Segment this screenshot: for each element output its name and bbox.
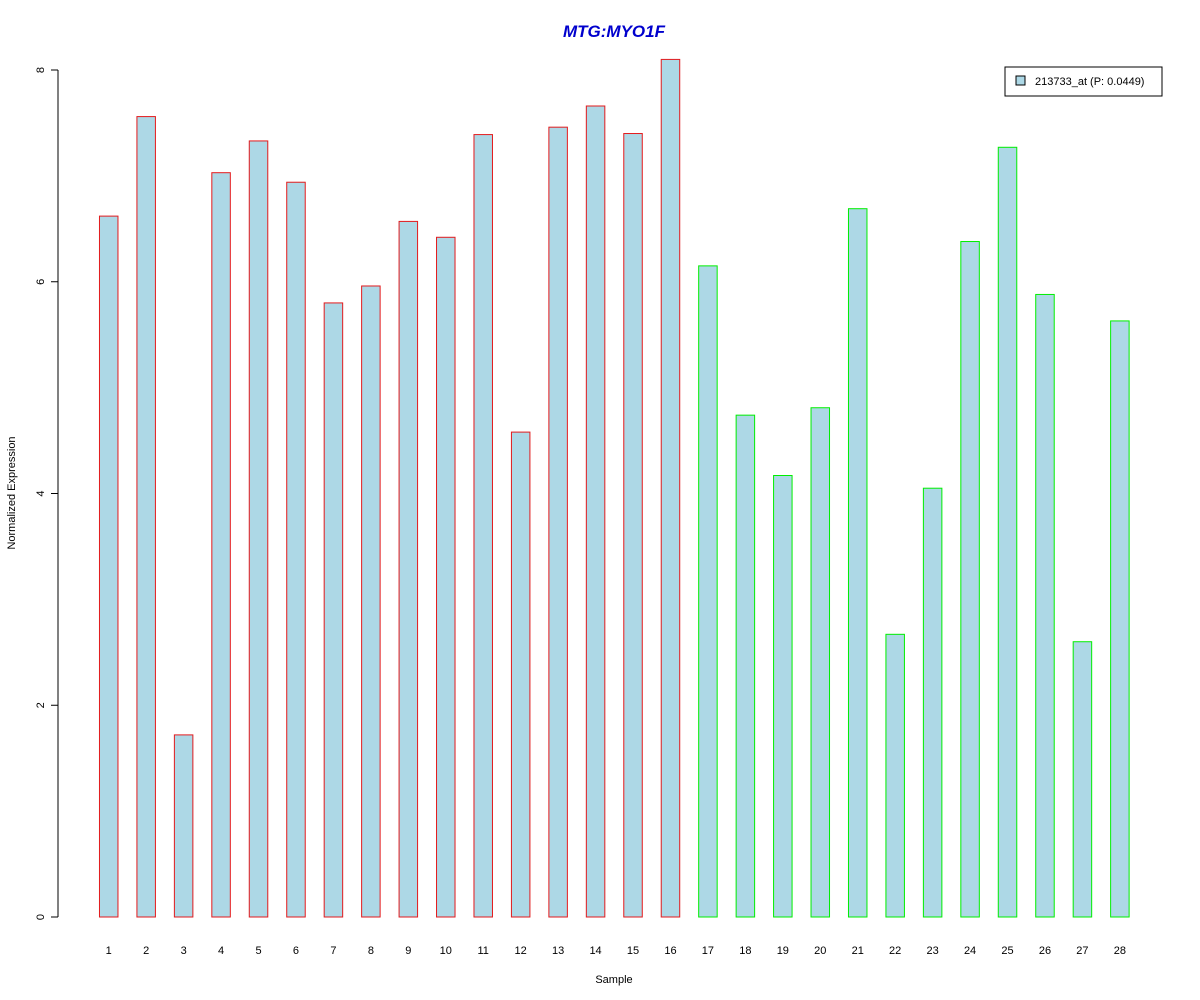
x-axis-label: Sample [595, 974, 632, 986]
bar-sample-17 [698, 265, 718, 918]
y-tick-label: 6 [35, 279, 47, 285]
x-tick-label: 5 [255, 945, 261, 957]
bar-sample-21 [847, 208, 868, 918]
bar-sample-4 [211, 172, 231, 918]
bar-sample-27 [1072, 641, 1093, 918]
x-axis-tick-labels: 1 2 3 4 5 6 7 8 9 10 11 12 13 14 15 16 17 18 19 20 21 22 23 24 2… [106, 945, 1126, 957]
y-axis-label: Normalized Expression [6, 436, 18, 549]
x-tick-label: 19 [777, 945, 789, 957]
x-tick-label: 11 [478, 945, 489, 957]
x-tick-label: 8 [368, 945, 374, 957]
bar-sample-10 [436, 236, 456, 918]
x-tick-label: 13 [552, 945, 564, 957]
x-tick-label: 26 [1039, 945, 1051, 957]
x-tick-label: 27 [1076, 945, 1088, 957]
x-tick-label: 17 [702, 945, 714, 957]
x-tick-label: 23 [927, 945, 939, 957]
bar-sample-28 [1110, 320, 1130, 918]
y-tick-label: 0 [35, 914, 47, 920]
bar-sample-13 [548, 126, 568, 918]
chart-title: MTG:MYO1F [563, 22, 666, 41]
x-tick-label: 22 [889, 945, 901, 957]
x-tick-label: 12 [515, 945, 527, 957]
bar-sample-1 [98, 215, 119, 918]
bar-sample-8 [361, 285, 381, 918]
x-tick-label: 3 [181, 945, 187, 957]
x-tick-label: 20 [814, 945, 826, 957]
y-axis: 0 2 4 6 8 [35, 67, 59, 920]
legend-label: 213733_at (P: 0.0449) [1035, 76, 1144, 88]
bar-sample-12 [510, 431, 531, 918]
bar-sample-11 [473, 134, 493, 918]
x-tick-label: 28 [1114, 945, 1126, 957]
x-tick-label: 1 [106, 945, 112, 957]
y-tick-label: 2 [35, 702, 47, 708]
x-tick-label: 25 [1001, 945, 1013, 957]
bar-sample-2 [136, 116, 156, 918]
bar-sample-3 [173, 734, 194, 918]
x-tick-label: 7 [330, 945, 336, 957]
x-tick-label: 15 [627, 945, 639, 957]
bar-sample-9 [398, 220, 419, 918]
x-tick-label: 24 [964, 945, 976, 957]
y-tick-label: 8 [35, 67, 47, 73]
x-tick-label: 21 [852, 945, 864, 957]
x-tick-label: 10 [440, 945, 452, 957]
bar-sample-14 [585, 105, 606, 918]
x-tick-label: 9 [405, 945, 411, 957]
bar-sample-24 [960, 241, 980, 918]
x-tick-label: 14 [589, 945, 601, 957]
bar-sample-23 [922, 487, 943, 918]
bar-sample-19 [773, 475, 793, 918]
bar-sample-18 [735, 414, 756, 918]
bar-sample-5 [248, 140, 269, 918]
x-tick-label: 18 [739, 945, 751, 957]
legend-swatch [1015, 75, 1026, 86]
bar-sample-15 [623, 133, 643, 918]
legend: 213733_at (P: 0.0449) [1004, 66, 1163, 97]
bar-sample-16 [660, 58, 681, 918]
x-tick-label: 16 [664, 945, 676, 957]
x-tick-label: 4 [218, 945, 224, 957]
bars-group [98, 58, 1130, 918]
y-tick-label: 4 [35, 490, 47, 496]
bar-sample-6 [286, 181, 306, 918]
bar-sample-7 [323, 302, 344, 918]
bar-sample-20 [810, 407, 831, 918]
bar-sample-25 [997, 146, 1018, 918]
legend-box [1004, 66, 1163, 97]
x-tick-label: 2 [143, 945, 149, 957]
x-tick-label: 6 [293, 945, 299, 957]
bar-sample-22 [885, 633, 905, 918]
bar-sample-26 [1035, 293, 1055, 918]
